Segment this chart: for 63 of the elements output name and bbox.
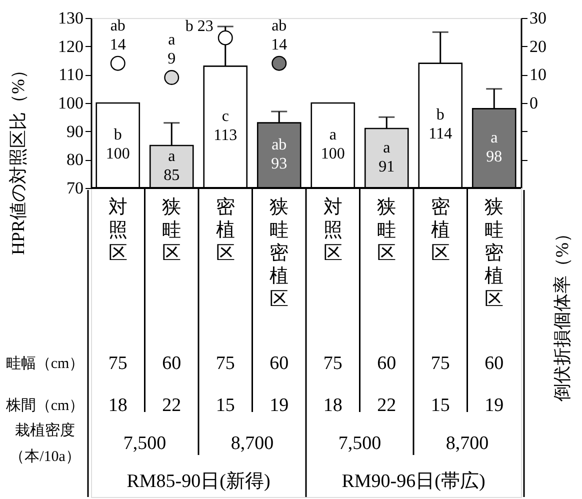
text: RM90-96日(帯広)	[342, 470, 486, 492]
text: 22	[377, 395, 396, 416]
text: RM85-90日(新得)	[126, 470, 270, 492]
data-label: ab 93	[271, 136, 288, 172]
y2-tick-label: 20	[530, 36, 546, 56]
text: 60	[162, 353, 182, 374]
text: 75	[108, 353, 128, 374]
y2-tick-label: 0	[530, 94, 538, 112]
y-tick-label: 70	[66, 178, 84, 198]
text: 75	[430, 353, 450, 374]
point	[110, 56, 126, 71]
y-tick-label: 120	[58, 36, 84, 56]
data-label: b 114	[428, 106, 452, 143]
x-tick-label: 密植区	[430, 196, 450, 264]
data-label: a 98	[486, 129, 502, 166]
data-label: ab 14	[110, 17, 126, 54]
y2-tick-label: 10	[530, 65, 546, 84]
x-tick-label: 狭畦密植区	[270, 197, 289, 310]
x-tick-label: 対照区	[108, 196, 128, 264]
text: 19	[270, 395, 289, 416]
point	[272, 56, 287, 71]
x-tick-label: 密植区	[216, 196, 235, 264]
data-label: c 113	[214, 108, 238, 144]
text: 18	[108, 395, 128, 416]
text: 19	[484, 395, 504, 416]
data-label: a 85	[164, 148, 180, 184]
y2-tick-label: 30	[530, 8, 546, 28]
text: 22	[162, 395, 182, 416]
x-tick-label: 対照区	[323, 196, 342, 264]
text: 75	[216, 353, 235, 374]
text: 60	[377, 353, 396, 374]
y2-axis-title: 倒伏折損個体率（%）	[552, 224, 572, 402]
text: 畦幅（cm）	[6, 355, 84, 372]
text: 栽植密度	[15, 422, 75, 439]
text: 60	[484, 353, 504, 374]
y-axis-title: HPR値の対照区比（%）	[8, 60, 28, 256]
data-label: ab 14	[271, 17, 288, 54]
point	[164, 70, 180, 85]
text: 15	[216, 395, 235, 416]
y-tick-label: 130	[58, 8, 84, 28]
text: 60	[270, 353, 289, 374]
data-label: a 9	[168, 32, 176, 68]
y-tick-label: 80	[66, 150, 84, 170]
y-tick-label: 90	[66, 122, 84, 141]
text: 8,700	[230, 433, 274, 454]
text: 8,700	[446, 433, 489, 454]
y-tick-label: 110	[58, 65, 84, 84]
text: 7,500	[123, 433, 166, 454]
text: 15	[430, 395, 450, 416]
text: （本/10a）	[10, 448, 80, 465]
x-tick-label: 狭畦密植区	[484, 197, 504, 310]
x-tick-label: 狭畦区	[377, 197, 396, 264]
data-label: b 100	[106, 126, 130, 162]
text: 75	[323, 353, 342, 374]
data-label: a 91	[378, 139, 395, 176]
text: 株間（cm）	[4, 397, 84, 414]
data-label: a 100	[320, 126, 345, 162]
data-label: b 23	[185, 18, 214, 35]
y-tick-label: 100	[58, 94, 84, 112]
text: 18	[323, 395, 342, 416]
x-tick-label: 狭畦区	[162, 197, 182, 264]
point	[218, 30, 233, 46]
text: 7,500	[338, 433, 382, 454]
